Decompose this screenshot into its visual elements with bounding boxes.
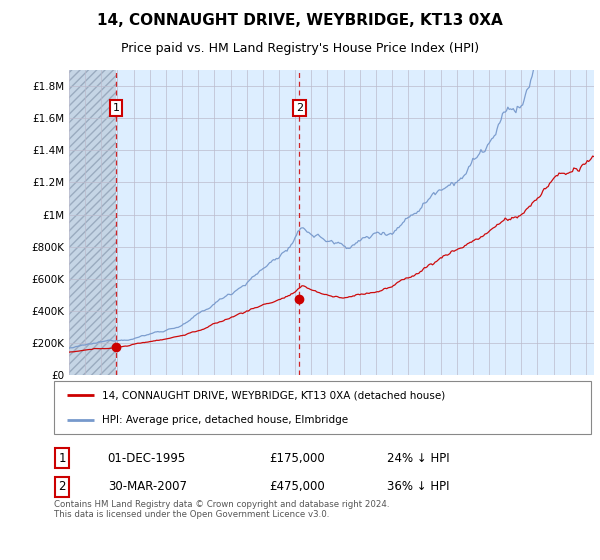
Text: 36% ↓ HPI: 36% ↓ HPI [387,480,449,493]
Text: 2: 2 [58,480,66,493]
Text: £175,000: £175,000 [269,452,325,465]
Text: £475,000: £475,000 [269,480,325,493]
Text: 2: 2 [296,103,303,113]
Bar [69,70,116,375]
Text: 1: 1 [58,452,66,465]
FancyBboxPatch shape [54,381,591,434]
Text: 24% ↓ HPI: 24% ↓ HPI [387,452,449,465]
Text: 14, CONNAUGHT DRIVE, WEYBRIDGE, KT13 0XA: 14, CONNAUGHT DRIVE, WEYBRIDGE, KT13 0XA [97,13,503,29]
Text: Price paid vs. HM Land Registry's House Price Index (HPI): Price paid vs. HM Land Registry's House … [121,42,479,55]
Text: Contains HM Land Registry data © Crown copyright and database right 2024.
This d: Contains HM Land Registry data © Crown c… [54,500,389,519]
Text: 30-MAR-2007: 30-MAR-2007 [108,480,187,493]
Text: 01-DEC-1995: 01-DEC-1995 [108,452,186,465]
Text: 14, CONNAUGHT DRIVE, WEYBRIDGE, KT13 0XA (detached house): 14, CONNAUGHT DRIVE, WEYBRIDGE, KT13 0XA… [103,390,446,400]
Text: 1: 1 [113,103,119,113]
Text: HPI: Average price, detached house, Elmbridge: HPI: Average price, detached house, Elmb… [103,414,349,424]
